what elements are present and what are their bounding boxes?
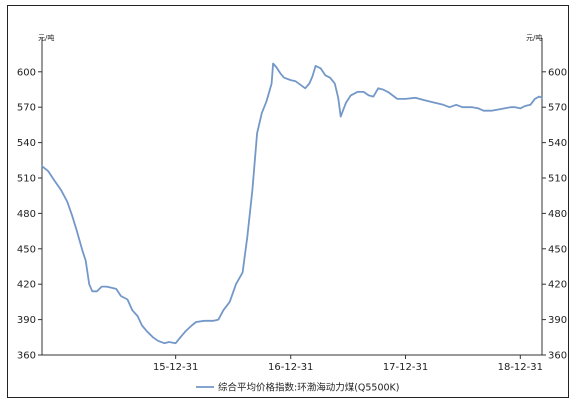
y-tick-label-right: 390	[548, 315, 567, 326]
x-tick-label: 16-12-31	[268, 362, 313, 373]
series-line	[41, 62, 543, 345]
y-unit-left: 元/吨	[38, 33, 54, 42]
x-tick-label: 15-12-31	[153, 362, 198, 373]
chart-series	[41, 62, 543, 345]
y-tick-label-right: 450	[548, 244, 567, 255]
y-tick-label-left: 540	[17, 138, 36, 149]
y-tick-label-right: 420	[548, 280, 567, 291]
chart-frame	[7, 5, 569, 398]
y-tick-label-right: 540	[548, 138, 567, 149]
legend-label: 综合平均价格指数:环渤海动力煤(Q5500K)	[218, 382, 400, 394]
y-tick-label-right: 570	[548, 103, 567, 114]
y-tick-label-left: 390	[17, 315, 36, 326]
chart-axes: 元/吨 元/吨 360 360 390 390 420 420 450 450 480 480 510 5…	[17, 33, 567, 373]
x-tick-label: 17-12-31	[383, 362, 428, 373]
chart-legend: 综合平均价格指数:环渤海动力煤(Q5500K)	[196, 382, 400, 394]
y-unit-right: 元/吨	[526, 33, 542, 42]
y-tick-label-left: 420	[17, 280, 36, 291]
y-tick-label-left: 510	[17, 174, 36, 185]
y-tick-label-right: 510	[548, 174, 567, 185]
y-tick-label-left: 600	[17, 67, 36, 78]
y-tick-label-right: 360	[548, 351, 567, 362]
y-tick-label-left: 480	[17, 209, 36, 220]
y-tick-label-left: 450	[17, 244, 36, 255]
y-tick-label-right: 480	[548, 209, 567, 220]
y-tick-label-left: 570	[17, 103, 36, 114]
y-tick-label-left: 360	[17, 351, 36, 362]
x-tick-label: 18-12-31	[498, 362, 543, 373]
y-tick-label-right: 600	[548, 67, 567, 78]
